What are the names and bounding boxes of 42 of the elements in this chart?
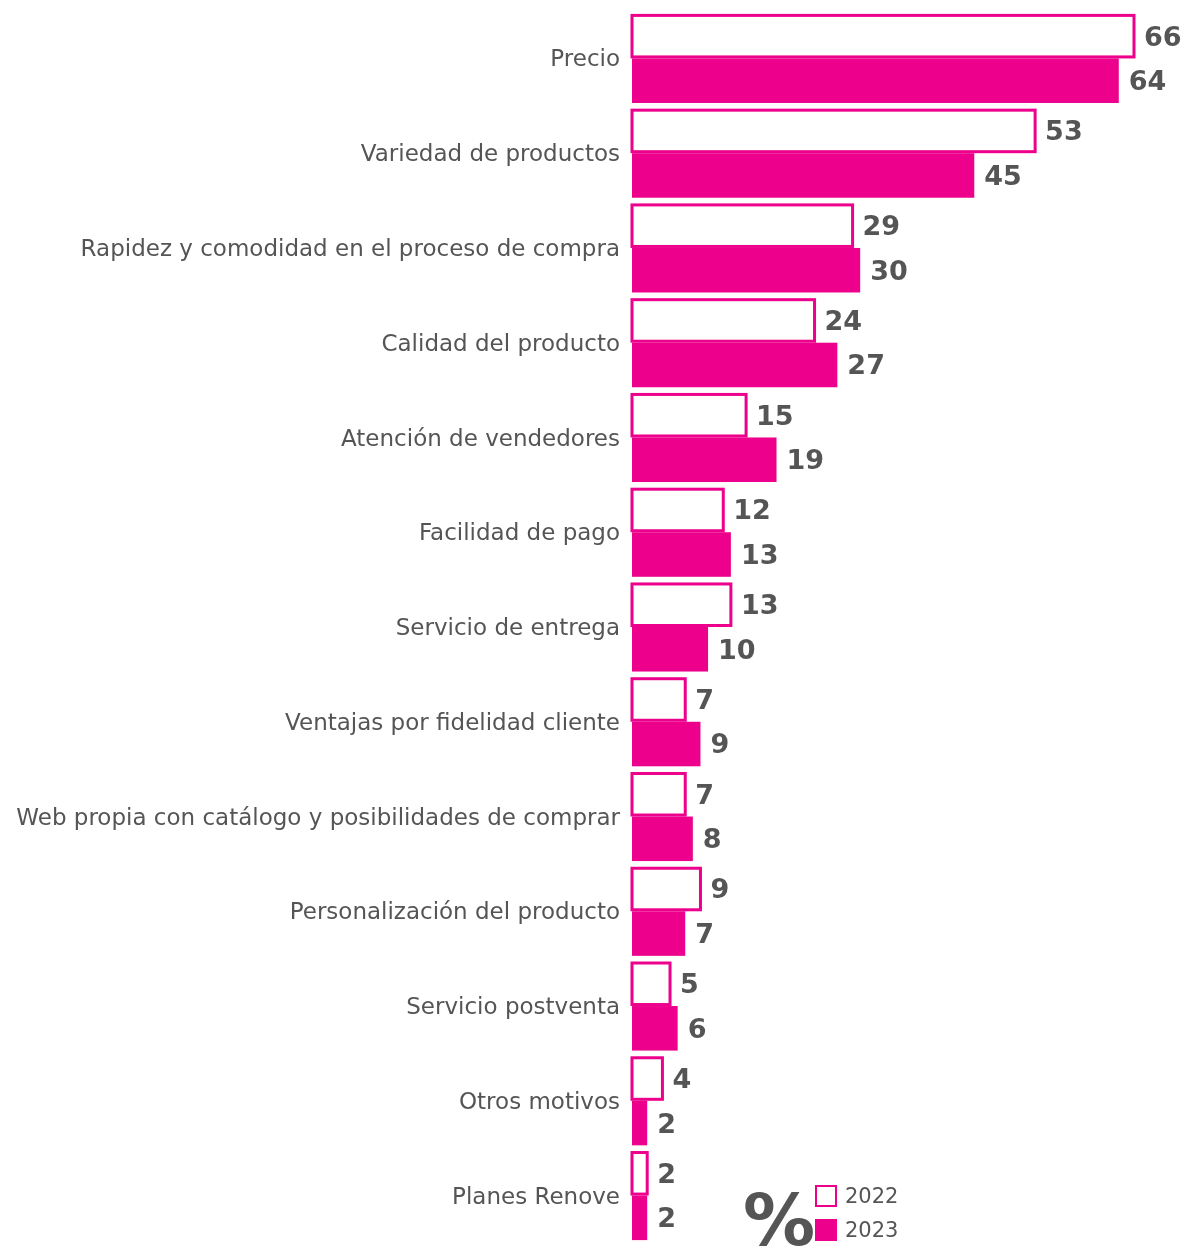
data-label: 30	[870, 254, 908, 286]
data-label: 2	[657, 1157, 677, 1189]
data-label: 13	[740, 538, 779, 570]
data-label: 66	[1144, 20, 1182, 52]
data-label: 45	[984, 159, 1022, 191]
y-tick-label: Facilidad de pago	[418, 519, 620, 546]
y-tick-label: Personalización del producto	[289, 898, 620, 925]
data-label: 29	[862, 210, 901, 242]
data-label: 6	[687, 1012, 707, 1044]
data-label: 2	[657, 1202, 677, 1234]
data-label: 13	[740, 589, 779, 621]
data-label: 10	[718, 633, 756, 665]
data-label: 24	[824, 304, 863, 336]
legend-label: 2022	[845, 1184, 899, 1209]
data-label: 7	[695, 918, 715, 949]
data-label: 19	[786, 444, 825, 476]
data-label: 7	[695, 683, 715, 715]
data-label: 15	[756, 399, 794, 431]
y-tick-label: Planes Renove	[452, 1182, 620, 1209]
data-label: 9	[710, 873, 730, 905]
data-label: 64	[1128, 65, 1167, 97]
data-label: 12	[733, 494, 771, 526]
data-label: 5	[680, 968, 699, 1000]
y-tick-label: Precio	[550, 45, 620, 72]
y-tick-label: Servicio de entrega	[395, 614, 620, 641]
y-tick-label: Otros motivos	[459, 1087, 620, 1114]
data-label: 2	[657, 1107, 677, 1139]
data-label: 27	[847, 349, 885, 381]
legend-title: %	[742, 1178, 816, 1249]
data-label: 4	[672, 1062, 692, 1094]
y-tick-label: Rapidez y comodidad en el proceso de compra	[80, 235, 620, 262]
y-tick-label: Atención de vendedores	[341, 424, 620, 451]
y-tick-label: Ventajas por fidelidad cliente	[285, 708, 620, 735]
legend-label: 2023	[845, 1218, 899, 1243]
data-label: 8	[702, 823, 722, 855]
y-tick-label: Web propia con catálogo y posibilidades de comprar	[16, 803, 621, 830]
data-label: 9	[710, 728, 730, 760]
y-tick-label: Variedad de productos	[360, 140, 620, 167]
y-tick-label: Servicio postventa	[406, 993, 620, 1020]
data-label: 7	[695, 778, 715, 810]
y-tick-label: Calidad del producto	[381, 329, 620, 356]
data-label: 53	[1045, 115, 1083, 147]
